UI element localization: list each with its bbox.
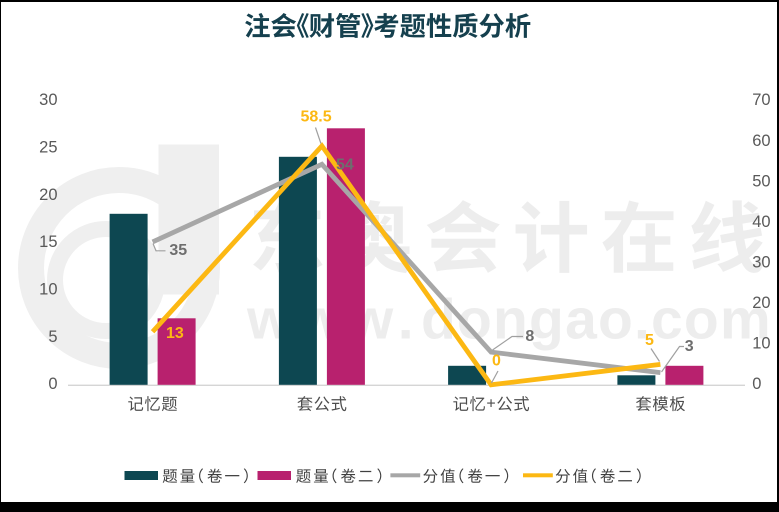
svg-text:3: 3	[685, 338, 694, 355]
svg-text:30: 30	[39, 91, 57, 109]
svg-text:20: 20	[39, 186, 57, 204]
svg-text:10: 10	[39, 281, 57, 299]
svg-text:5: 5	[645, 332, 654, 349]
svg-text:5: 5	[48, 328, 57, 346]
svg-text:60: 60	[752, 132, 770, 150]
svg-text:0: 0	[48, 375, 57, 393]
svg-text:50: 50	[752, 172, 770, 190]
svg-text:25: 25	[39, 139, 57, 157]
svg-text:0: 0	[752, 375, 761, 393]
svg-text:15: 15	[39, 233, 57, 251]
svg-text:30: 30	[752, 253, 770, 271]
svg-text:58.5: 58.5	[301, 109, 332, 126]
svg-text:8: 8	[525, 328, 534, 345]
svg-text:54: 54	[336, 157, 354, 174]
svg-text:10: 10	[752, 335, 770, 353]
svg-text:13: 13	[166, 325, 184, 342]
svg-text:70: 70	[752, 91, 770, 109]
svg-text:20: 20	[752, 294, 770, 312]
svg-text:dongao.com: dongao.com	[421, 288, 772, 352]
svg-text:+: +	[486, 395, 495, 412]
svg-text:0: 0	[492, 353, 501, 370]
svg-text:40: 40	[752, 213, 770, 231]
svg-text:35: 35	[169, 242, 187, 259]
